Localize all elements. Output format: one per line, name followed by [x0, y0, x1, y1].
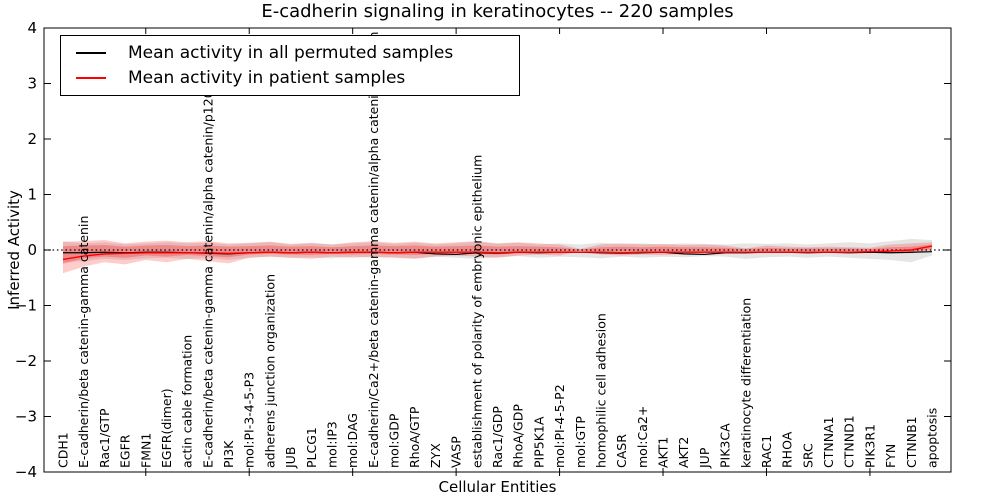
x-tick-label: mol:PI-4-5-P2 [552, 384, 567, 468]
x-tick-label: PIK3R1 [862, 424, 877, 468]
x-tick-label: EGFR [118, 434, 133, 468]
x-tick-label: AKT2 [676, 437, 691, 468]
x-tick-label: CTNNA1 [821, 416, 836, 468]
band-permuted-range [63, 238, 932, 263]
band-patient-range-outer [63, 240, 932, 274]
x-tick-label: EGFR(dimer) [159, 388, 174, 468]
x-tick-label: E-cadherin/beta catenin-gamma catenin/al… [200, 40, 215, 468]
legend-label-patient: Mean activity in patient samples [128, 68, 406, 89]
x-tick-label: mol:GTP [573, 416, 588, 468]
x-tick-label: RhoA/GDP [511, 404, 526, 468]
legend-entry-permuted: Mean activity in all permuted samples [61, 41, 519, 65]
y-tick-label: −3 [15, 408, 37, 426]
x-tick-label: mol:Ca2+ [635, 406, 650, 468]
x-tick-label: RAC1 [759, 435, 774, 468]
x-tick-label: mol:PI-3-4-5-P3 [242, 372, 257, 468]
x-tick-label: Rac1/GDP [490, 406, 505, 468]
chart-title: E-cadherin signaling in keratinocytes --… [261, 1, 734, 22]
y-tick-label: 3 [27, 75, 37, 93]
x-tick-label: RHOA [780, 431, 795, 468]
x-tick-label: mol:DAG [345, 413, 360, 468]
x-tick-label: mol:GDP [387, 413, 402, 468]
x-tick-label: CTNNB1 [904, 416, 919, 468]
x-tick-label: PIP5K1A [531, 416, 546, 468]
x-tick-label: actin cable formation [180, 335, 195, 468]
x-tick-label: mol:IP3 [324, 421, 339, 468]
y-tick-label: 1 [27, 186, 37, 204]
x-tick-label: ZYX [428, 443, 443, 468]
x-tick-label: E-cadherin/beta catenin-gamma catenin [76, 216, 91, 468]
x-tick-label: JUB [283, 447, 298, 469]
band-patient-range-inner [63, 244, 932, 264]
x-tick-label: JUP [697, 447, 712, 469]
x-tick-label: Rac1/GTP [97, 408, 112, 468]
legend-line-patient-icon [76, 77, 106, 80]
y-tick-label: −2 [15, 352, 37, 370]
x-tick-label: PI3K [221, 440, 236, 468]
y-tick-label: 2 [27, 130, 37, 148]
y-axis-label: Inferred Activity [5, 190, 23, 310]
x-tick-label: CTNND1 [842, 415, 857, 468]
y-tick-label: 4 [27, 19, 37, 37]
x-tick-label: establishment of polarity of embryonic e… [469, 155, 484, 468]
y-tick-label: −4 [15, 463, 37, 481]
legend-line-permuted-icon [76, 51, 106, 54]
x-tick-label: SRC [800, 443, 815, 468]
x-tick-label: RhoA/GTP [407, 406, 422, 468]
legend-entry-patient: Mean activity in patient samples [61, 66, 519, 90]
legend: Mean activity in all permuted samples Me… [60, 35, 520, 96]
patient-mean-line [62, 245, 933, 261]
x-tick-label: homophilic cell adhesion [593, 313, 608, 468]
x-axis-label: Cellular Entities [438, 478, 557, 496]
x-tick-label: AKT1 [656, 437, 671, 468]
x-tick-label: VASP [449, 436, 464, 468]
x-tick-label: PIK3CA [718, 423, 733, 468]
x-tick-label: PLCG1 [304, 427, 319, 468]
x-tick-label: keratinocyte differentiation [738, 298, 753, 468]
legend-label-permuted: Mean activity in all permuted samples [128, 42, 454, 63]
x-tick-label: apoptosis [925, 408, 940, 468]
x-tick-label: FYN [883, 444, 898, 468]
y-tick-label: 0 [27, 241, 37, 259]
x-tick-label: CASR [614, 434, 629, 468]
x-tick-label: adherens junction organization [262, 274, 277, 468]
x-tick-label: CDH1 [56, 432, 71, 468]
x-tick-label: FMN1 [138, 433, 153, 468]
x-tick-label: E-cadherin/Ca2+/beta catenin-gamma caten… [366, 32, 381, 468]
y-tick-label: −1 [15, 297, 37, 315]
